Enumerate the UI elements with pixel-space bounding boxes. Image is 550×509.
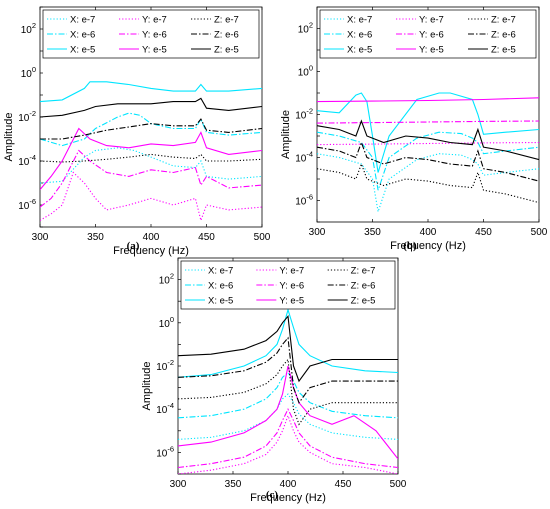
series-line-z-e-6 — [40, 118, 262, 140]
x-tick-label: 450 — [198, 232, 215, 243]
y-tick-label: 100 — [21, 65, 36, 80]
chart-panel: 300 350 400 450 500 10-6 10-4 10-2 100 102 Frequen… — [3, 6, 271, 257]
series-line-y-e-5 — [317, 97, 539, 103]
legend-label: X: e-6 — [208, 281, 233, 292]
y-tick-label: 100 — [159, 315, 174, 330]
x-tick-label: 350 — [364, 227, 381, 238]
series-line-x-e-6 — [317, 131, 539, 191]
y-tick-label: 10-6 — [18, 197, 36, 212]
legend-label: X: e-5 — [70, 45, 95, 56]
series-line-y-e-6 — [40, 149, 262, 208]
series-line-x-e-5 — [317, 92, 539, 173]
y-tick-label: 10-4 — [18, 153, 36, 168]
x-tick-label: 400 — [143, 232, 160, 243]
series-line-y-e-7 — [40, 171, 262, 223]
legend-label: Y: e-6 — [419, 30, 444, 41]
x-tick-label: 400 — [280, 479, 297, 490]
x-tick-label: 500 — [390, 479, 407, 490]
y-tick-label: 102 — [159, 272, 174, 287]
series-line-y-e-6 — [178, 407, 398, 469]
x-axis-label: Frequency (Hz) — [390, 240, 466, 252]
y-axis-label: Amplitude — [280, 110, 292, 159]
y-tick-label: 10-6 — [156, 444, 174, 459]
series-line-z-e-6 — [178, 336, 398, 404]
series-line-z-e-6 — [317, 140, 539, 182]
y-tick-label: 10-2 — [18, 109, 36, 124]
legend-label: Y: e-5 — [279, 296, 304, 307]
panel-caption: (c) — [266, 489, 279, 501]
x-axis-label: Frequency (Hz) — [250, 492, 326, 504]
x-tick-label: 500 — [531, 227, 548, 238]
series-line-x-e-7 — [317, 153, 539, 212]
legend — [42, 9, 260, 59]
chart-panel: 300 350 400 450 500 10-6 10-4 10-2 100 102 Frequen… — [141, 257, 407, 504]
legend-label: Y: e-7 — [279, 266, 304, 277]
x-tick-label: 300 — [170, 479, 187, 490]
y-axis-label: Amplitude — [141, 362, 153, 411]
legend-label: X: e-5 — [208, 296, 233, 307]
series-line-x-e-6 — [178, 371, 398, 419]
series-line-z-e-7 — [317, 162, 539, 204]
legend-label: X: e-7 — [208, 266, 233, 277]
legend-label: Z: e-7 — [214, 15, 239, 26]
x-tick-label: 450 — [475, 227, 492, 238]
series-line-y-e-5 — [178, 365, 398, 460]
series-line-z-e-7 — [40, 153, 262, 163]
series-line-x-e-7 — [178, 393, 398, 440]
panel-caption: (b) — [403, 240, 417, 252]
y-tick-label: 100 — [298, 64, 313, 79]
x-axis-label: Frequency (Hz) — [113, 245, 189, 257]
legend-label: X: e-6 — [347, 30, 372, 41]
legend-label: Y: e-6 — [142, 30, 167, 41]
legend-label: X: e-6 — [70, 30, 95, 41]
legend-label: Z: e-7 — [491, 15, 516, 26]
legend-label: Z: e-5 — [491, 45, 516, 56]
chart-panel: 300 350 400 450 500 10-6 10-4 10-2 100 102 Frequen… — [280, 6, 548, 252]
series-line-z-e-7 — [178, 358, 398, 426]
legend-label: Y: e-7 — [142, 15, 167, 26]
y-tick-label: 10-6 — [295, 193, 313, 208]
y-tick-label: 10-4 — [156, 401, 174, 416]
x-tick-label: 350 — [87, 232, 104, 243]
series-line-x-e-5 — [40, 81, 262, 103]
legend-label: Y: e-6 — [279, 281, 304, 292]
legend-label: Y: e-7 — [419, 15, 444, 26]
legend-label: X: e-7 — [70, 15, 95, 26]
series-line-x-e-5 — [178, 307, 398, 378]
series-line-y-e-6 — [317, 120, 539, 124]
y-tick-label: 102 — [21, 21, 36, 36]
legend-label: X: e-7 — [347, 15, 372, 26]
x-tick-label: 300 — [32, 232, 49, 243]
y-tick-label: 10-2 — [156, 358, 174, 373]
series-line-y-e-5 — [40, 127, 262, 190]
x-tick-label: 500 — [254, 232, 271, 243]
series-line-x-e-7 — [40, 147, 262, 184]
y-tick-label: 10-4 — [295, 150, 313, 165]
legend-label: Z: e-5 — [351, 296, 376, 307]
series-line-x-e-6 — [40, 112, 262, 147]
legend — [180, 260, 396, 310]
legend-label: Z: e-7 — [351, 266, 376, 277]
x-tick-label: 400 — [420, 227, 437, 238]
legend-label: Y: e-5 — [419, 45, 444, 56]
y-tick-label: 10-2 — [295, 107, 313, 122]
legend-label: Z: e-5 — [214, 45, 239, 56]
legend — [319, 9, 537, 59]
legend-label: X: e-5 — [347, 45, 372, 56]
legend-label: Y: e-5 — [142, 45, 167, 56]
legend-label: Z: e-6 — [214, 30, 239, 41]
y-tick-label: 102 — [298, 21, 313, 36]
series-line-z-e-5 — [178, 314, 398, 383]
series-line-z-e-5 — [40, 97, 262, 118]
x-tick-label: 350 — [225, 479, 242, 490]
y-axis-label: Amplitude — [3, 113, 15, 162]
series-line-z-e-5 — [317, 119, 539, 161]
x-tick-label: 450 — [335, 479, 352, 490]
legend-label: Z: e-6 — [351, 281, 376, 292]
panel-caption: (a) — [127, 240, 140, 252]
x-tick-label: 300 — [309, 227, 326, 238]
legend-label: Z: e-6 — [491, 30, 516, 41]
